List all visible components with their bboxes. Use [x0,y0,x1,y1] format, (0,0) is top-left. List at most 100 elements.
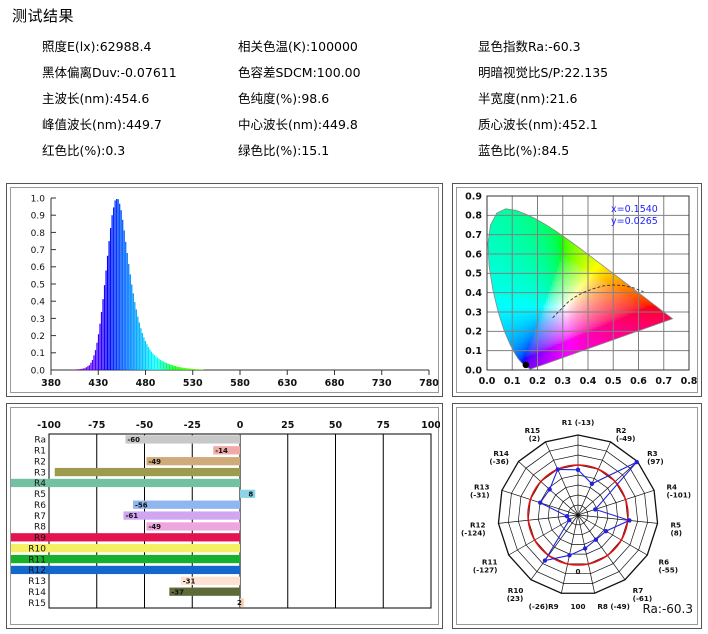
polar-axis-label: R15 [525,426,541,435]
cri-row-label: R2 [34,457,46,467]
polar-grid [497,434,659,594]
cri-row-label: R15 [28,599,46,609]
polar-axis-label: R12 [470,521,486,530]
polar-axis-label: (-127) [473,566,498,575]
svg-text:0.0: 0.0 [31,366,46,376]
summary-row: 红色比(%):0.3 绿色比(%):15.1 蓝色比(%):84.5 [0,140,708,166]
polar-axis-label: (2) [529,434,541,443]
polar-axis-label: R13 [474,482,490,491]
summary-field-显色指数Ra: 显色指数Ra:-60.3 [478,39,581,54]
cri-row-label: R13 [28,577,46,587]
svg-text:1.0: 1.0 [31,194,46,204]
planckian-locus [552,284,644,319]
summary-grid: 照度E(lx):62988.4 相关色温(K):100000 显色指数Ra:-60.… [0,36,708,166]
polar-axis-label: R5 [670,521,681,530]
summary-field-主波长nm: 主波长(nm):454.6 [42,91,150,106]
cri-bar [146,522,240,531]
polar-center-label: 0 [575,567,580,576]
summary-field-色容差SDCM: 色容差SDCM:100.00 [238,65,361,80]
svg-text:0.7: 0.7 [31,246,45,256]
page-title: 测试结果 [12,7,75,25]
summary-field-半宽度nm: 半宽度(nm):21.6 [478,91,578,106]
cri-value-label: -49 [148,523,161,531]
polar-axis-label: (-26)R9 [529,602,559,611]
vector-point [582,546,588,551]
vector-point [542,558,548,563]
spectrum-chart: 0.0 0.1 0.2 0.3 0.4 0.5 0.6 0.7 0.8 0.9 1.0 380 430 4… [31,194,440,389]
cri-row-label: R10 [28,544,46,554]
summary-field-相关色温K: 相关色温(K):100000 [238,39,358,54]
polar-axis-label: R8 (-49) [597,602,630,611]
polar-axis-label: R11 [482,558,498,567]
cri-row-label: R6 [34,501,46,511]
cri-value-label: 2 [237,599,242,607]
svg-text:680: 680 [325,378,345,389]
polar-outer-label: 100 [570,602,585,611]
cri-row-label: Ra [34,436,46,446]
vector-point [593,537,599,542]
polar-axis-label: R7 [633,586,644,595]
polar-axis-label: (-101) [666,490,691,499]
cri-bar [240,598,244,607]
polar-axis-label: (23) [507,594,524,603]
cri-bar [11,478,240,488]
polar-frame: R1 (-13) R2 (-49) R3 (97) R4 (-101) R5 (8) R6 (-55… [456,407,698,625]
cri-bar [240,489,256,498]
polar-axis-label: (-36) [489,457,509,466]
cri-value-label: -37 [171,588,184,596]
polar-axis-label: (8) [670,529,682,538]
polar-axis-label: R6 [659,558,670,567]
svg-text:480: 480 [136,378,156,389]
svg-text:0.3: 0.3 [31,315,45,325]
cri-row-label: R1 [34,447,46,457]
cri-bar [11,533,240,542]
svg-text:780: 780 [419,378,439,389]
cri-row-label: R12 [28,566,46,576]
svg-text:730: 730 [372,378,392,389]
summary-field-峰值波长nm: 峰值波长(nm):449.7 [42,117,162,132]
cie-chromaticity-panel: 0.0 0.1 0.2 0.3 0.4 0.5 0.6 0.7 0.8 0.0 0.1 0.2 0.3 0… [452,183,702,397]
spectrum-panel: 0.0 0.1 0.2 0.3 0.4 0.5 0.6 0.7 0.8 0.9 1.0 380 430 4… [6,183,443,397]
cri-row-label: R7 [34,512,46,522]
cri-bars-group: Ra-60R1-14R2-49R3R4-102R58R6-56R7-61R8-4… [11,435,256,609]
summary-field-红色比: 红色比(%):0.3 [42,143,126,158]
cri-bar [123,511,240,520]
svg-text:0.6: 0.6 [31,263,46,273]
cri-row-label: R9 [34,534,46,544]
spectrum-frame: 0.0 0.1 0.2 0.3 0.4 0.5 0.6 0.7 0.8 0.9 1.0 380 430 4… [10,187,439,393]
summary-field-黑体偏离Duv: 黑体偏离Duv:-0.07611 [42,65,177,80]
polar-axis-label: R10 [508,586,524,595]
polar-axis-label: R2 [616,426,627,435]
cri-value-label: -60 [127,436,140,444]
cri-bar [54,467,241,477]
cri-bar [180,576,240,585]
vector-point [589,481,595,486]
summary-row: 照度E(lx):62988.4 相关色温(K):100000 显色指数Ra:-60.… [0,36,708,62]
summary-field-质心波长nm: 质心波长(nm):452.1 [478,117,598,132]
svg-text:630: 630 [277,378,297,389]
vector-point [547,487,552,492]
summary-field-蓝色比: 蓝色比(%):84.5 [478,143,570,158]
svg-text:580: 580 [230,378,250,389]
cri-value-label: -14 [215,447,228,455]
reference-circle [527,464,629,566]
vector-point [555,467,560,472]
cri-bar [11,565,240,575]
summary-row: 峰值波长(nm):449.7 中心波长(nm):449.8 质心波长(nm):452… [0,114,708,140]
color-vector-panel: R1 (-13) R2 (-49) R3 (97) R4 (-101) R5 (8) R6 (-55… [452,403,702,629]
cri-row-label: R3 [34,468,46,478]
cri-frame: -100 -75 -50 -25 0 25 50 75 100 Ra -60 R1 -14 R2 -49 R3… [10,407,440,625]
cie-chromaticity-chart: 0.0 0.1 0.2 0.3 0.4 0.5 0.6 0.7 0.80.00.10.20.30… [465,191,698,387]
polar-axis-label: (-124) [461,529,486,538]
vector-point [575,467,581,472]
cri-bar [133,500,240,509]
summary-field-中心波长nm: 中心波长(nm):449.8 [238,117,358,132]
cri-value-label: 8 [248,490,253,498]
measured-point [522,361,530,369]
summary-field-明暗视觉比SP: 明暗视觉比S/P:22.135 [478,65,609,80]
vector-point [603,528,609,534]
polar-axis-label: (-31) [470,490,490,499]
svg-text:0.8: 0.8 [31,229,46,239]
cri-bar [146,457,240,466]
